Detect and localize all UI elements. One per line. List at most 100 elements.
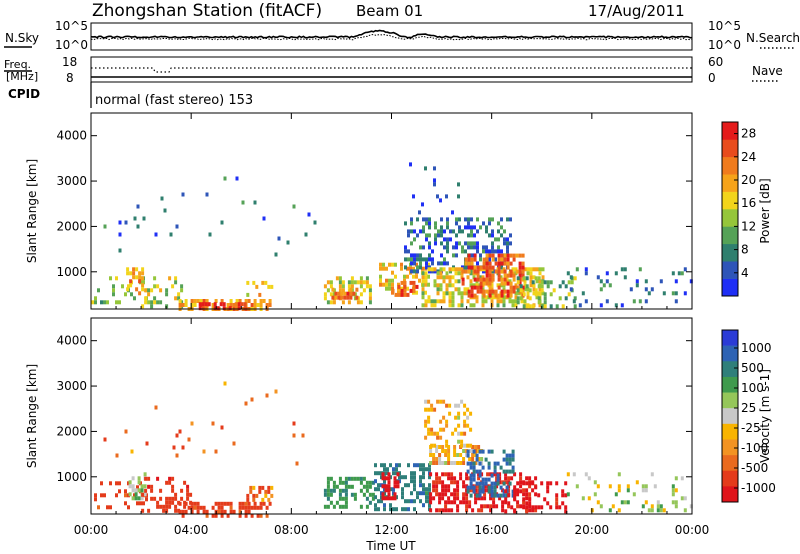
velocity-cell — [457, 439, 461, 444]
velocity-cell — [522, 497, 526, 502]
power-cell — [442, 291, 446, 296]
velocity-cell — [656, 508, 660, 513]
power-cell — [523, 287, 527, 292]
velocity-cell — [453, 488, 457, 493]
velocity-cell — [326, 480, 330, 485]
power-cell — [443, 245, 446, 250]
power-cell — [138, 279, 142, 284]
velocity-colorbar-frame — [721, 329, 739, 503]
velocity-cell — [513, 485, 517, 490]
velocity-cell — [371, 492, 375, 497]
power-cell — [599, 287, 603, 292]
velocity-cell — [477, 508, 481, 513]
power-cell — [522, 276, 526, 281]
power-cell — [406, 274, 409, 279]
velocity-cell — [255, 493, 259, 498]
velocity-cell — [584, 472, 588, 477]
power-cell — [437, 261, 440, 266]
velocity-cell — [350, 484, 354, 489]
power-cell — [428, 225, 431, 230]
power-cell — [198, 306, 202, 311]
power-cell — [506, 261, 510, 266]
power-cell — [515, 253, 519, 258]
power-colorbar-swatch — [722, 261, 738, 279]
velocity-cell — [174, 492, 178, 497]
power-cell — [422, 257, 425, 262]
power-cell — [112, 292, 115, 297]
power-cell — [491, 217, 494, 222]
velocity-cell — [448, 411, 452, 416]
velocity-cell — [142, 501, 145, 506]
velocity-cell — [528, 504, 532, 509]
power-cell — [424, 290, 427, 295]
power-cell — [461, 249, 464, 254]
noise-left-tick-low: 10^0 — [55, 38, 88, 52]
velocity-ylabel: Slant Range [km] — [25, 364, 39, 468]
velocity-cell — [344, 504, 348, 509]
power-cell — [147, 292, 151, 297]
power-cell — [674, 291, 678, 296]
velocity-cell — [459, 500, 463, 505]
velocity-cell — [450, 476, 454, 481]
power-cell — [488, 253, 492, 258]
velocity-cell — [244, 401, 248, 406]
power-cell — [159, 288, 163, 293]
velocity-cell — [466, 461, 470, 466]
velocity-cell — [432, 484, 436, 489]
power-cell — [511, 303, 515, 308]
power-colorbar-frame — [721, 121, 739, 297]
power-cell — [400, 262, 403, 267]
power-cell — [452, 229, 455, 234]
power-cell — [368, 300, 372, 305]
power-cell — [632, 299, 636, 304]
velocity-cell — [429, 461, 433, 465]
velocity-cell — [143, 484, 147, 489]
power-cell — [340, 295, 344, 300]
velocity-cell — [447, 472, 451, 477]
velocity-cell — [419, 467, 422, 472]
power-cell — [446, 221, 449, 226]
power-cell — [464, 241, 467, 246]
power-cell — [509, 269, 513, 274]
power-cell — [457, 267, 461, 272]
power-cell — [436, 275, 440, 280]
velocity-cell — [359, 476, 363, 481]
velocity-cell — [477, 445, 481, 449]
velocity-cell — [444, 461, 448, 465]
velocity-cell — [422, 471, 425, 476]
velocity-cell — [508, 461, 512, 466]
power-heatmap-cells — [91, 162, 693, 311]
power-cell — [165, 288, 169, 293]
power-cell — [470, 261, 474, 266]
velocity-cell — [393, 492, 397, 497]
velocity-cell — [145, 497, 148, 502]
power-cell — [473, 265, 477, 270]
power-cell — [410, 269, 413, 274]
velocity-cell — [329, 492, 333, 497]
velocity-cell — [168, 476, 172, 481]
power-cell — [644, 279, 648, 284]
velocity-cell — [447, 496, 451, 501]
velocity-cell — [448, 403, 452, 408]
velocity-cell — [438, 445, 442, 449]
power-cell — [502, 295, 506, 300]
power-cell — [413, 237, 416, 242]
velocity-cell — [145, 441, 149, 446]
velocity-cell — [232, 509, 236, 514]
power-cell — [416, 269, 419, 274]
velocity-colorbar-swatch — [722, 423, 738, 440]
power-cell — [473, 277, 477, 282]
power-cell — [446, 225, 449, 230]
velocity-cell — [531, 505, 535, 510]
power-cell — [460, 291, 464, 296]
velocity-cell — [395, 507, 398, 512]
velocity-cell — [454, 427, 458, 432]
velocity-cell — [265, 393, 269, 398]
power-ytick-label: 1000 — [56, 265, 87, 279]
power-cell — [567, 280, 571, 285]
nsky-label: N.Sky — [5, 31, 39, 45]
power-cell — [526, 267, 530, 272]
power-cell — [476, 277, 480, 282]
power-cell — [515, 285, 519, 290]
velocity-cell — [466, 489, 470, 494]
